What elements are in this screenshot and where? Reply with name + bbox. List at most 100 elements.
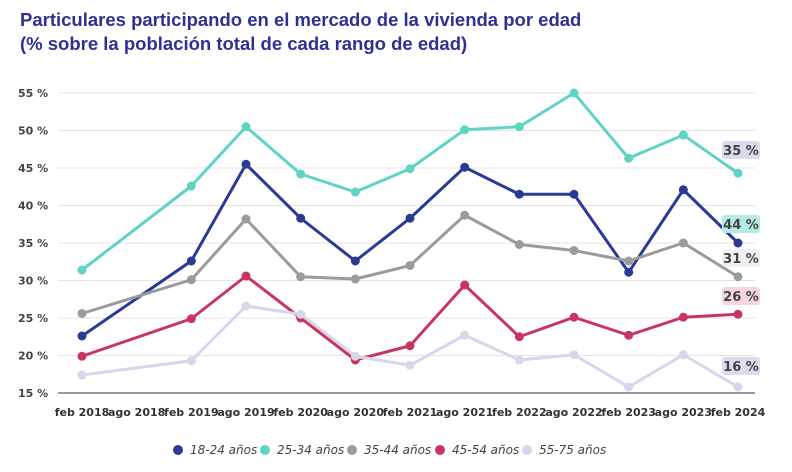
x-tick-label: ago 2019 (217, 406, 274, 419)
subtitle: (% sobre la población total de cada rang… (20, 33, 468, 54)
data-point (296, 169, 306, 179)
data-point (460, 280, 470, 290)
title: Particulares participando en el mercado … (20, 9, 582, 30)
x-tick-label: ago 2018 (108, 406, 165, 419)
y-tick-label: 15 % (18, 387, 48, 400)
y-tick-label: 20 % (18, 350, 48, 363)
data-point (460, 125, 470, 135)
data-point (460, 210, 470, 220)
data-point (186, 181, 196, 191)
data-point (569, 189, 579, 199)
data-point (350, 351, 360, 361)
x-tick-label: feb 2023 (601, 406, 656, 419)
data-point (460, 162, 470, 172)
data-point (77, 309, 87, 318)
data-point (514, 332, 524, 342)
data-point (678, 130, 688, 140)
series-line-25-34 años (81, 91, 739, 272)
data-point (733, 272, 743, 282)
data-point (624, 256, 634, 266)
data-point (514, 122, 524, 132)
data-point (405, 261, 415, 270)
legend-label: 35-44 años (364, 443, 431, 457)
data-point (186, 256, 196, 266)
end-label-bg (722, 141, 760, 159)
data-point (350, 256, 360, 266)
end-label: 26 % (723, 290, 759, 305)
x-tick-label: ago 2022 (545, 406, 602, 419)
data-point (624, 382, 634, 392)
x-tick-label: feb 2019 (164, 406, 219, 419)
data-point (733, 238, 743, 248)
data-point (733, 309, 743, 319)
end-label-bg (722, 357, 760, 375)
x-tick-label: feb 2020 (273, 406, 328, 419)
data-point (186, 314, 196, 324)
x-tick-label: ago 2021 (436, 406, 493, 419)
end-label-bg (722, 215, 760, 233)
data-point (241, 159, 251, 169)
data-point (241, 122, 251, 132)
data-point (569, 350, 579, 360)
data-point (186, 356, 196, 366)
y-tick-label: 30 % (18, 275, 48, 288)
end-label: 35 % (723, 144, 759, 159)
data-point (624, 330, 634, 340)
x-tick-label: feb 2018 (55, 406, 110, 419)
legend-label: 55-75 años (539, 443, 606, 457)
data-point (678, 238, 688, 248)
data-point (405, 341, 415, 351)
data-point (569, 88, 579, 98)
data-point (77, 331, 87, 341)
data-point (405, 213, 415, 223)
y-tick-label: 35 % (18, 237, 48, 250)
series-line-45-54 años (81, 274, 739, 362)
end-label-bg (722, 249, 760, 267)
data-point (405, 164, 415, 174)
data-point (241, 214, 251, 224)
end-label: 31 % (723, 252, 759, 267)
x-tick-label: ago 2023 (655, 406, 712, 419)
data-point (624, 153, 634, 163)
x-tick-label: feb 2024 (711, 406, 766, 419)
data-point (186, 275, 196, 285)
data-point (569, 312, 579, 322)
y-tick-label: 40 % (18, 200, 48, 213)
data-point (350, 274, 360, 284)
legend-label: 18-24 años (190, 443, 257, 457)
data-point (733, 168, 743, 178)
data-point (296, 213, 306, 223)
legend-marker (260, 445, 270, 455)
legend-marker (522, 445, 532, 455)
data-point (350, 187, 360, 197)
end-label-bg (722, 287, 760, 305)
data-point (678, 185, 688, 195)
end-label: 16 % (723, 360, 759, 375)
data-point (77, 370, 87, 380)
data-point (296, 309, 306, 319)
data-point (77, 351, 87, 361)
legend-marker (347, 445, 357, 455)
chart-title: Particulares participando en el mercado … (20, 8, 581, 56)
data-point (514, 189, 524, 199)
y-tick-label: 50 % (18, 125, 48, 138)
data-point (678, 350, 688, 360)
legend-label: 45-54 años (452, 443, 519, 457)
series-line-35-44 años (81, 213, 739, 315)
x-tick-label: ago 2020 (327, 406, 385, 419)
data-point (241, 301, 251, 311)
series-line-18-24 años (81, 162, 740, 338)
legend-marker (435, 445, 445, 455)
data-point (514, 355, 524, 365)
series-line-55-75 años (81, 304, 739, 389)
data-point (514, 240, 524, 249)
x-tick-label: feb 2021 (383, 406, 438, 419)
legend-marker (173, 445, 183, 455)
data-point (241, 271, 251, 281)
y-tick-label: 25 % (18, 312, 48, 325)
x-tick-label: feb 2022 (492, 406, 547, 419)
data-point (733, 382, 743, 392)
data-point (77, 265, 87, 275)
data-point (624, 267, 634, 277)
data-point (569, 246, 579, 255)
